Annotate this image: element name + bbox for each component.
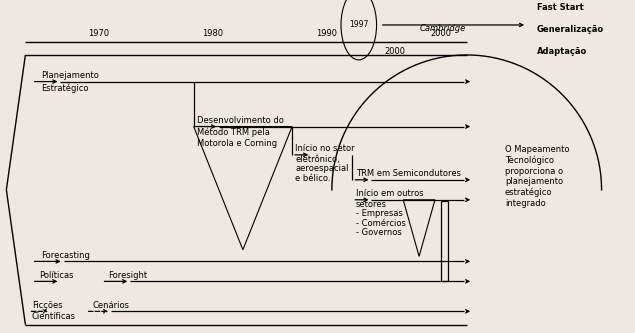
Text: Fast Start: Fast Start: [537, 3, 584, 12]
Text: Forecasting: Forecasting: [41, 251, 90, 260]
Text: aeroespacial: aeroespacial: [295, 165, 349, 173]
Text: eletrônico,: eletrônico,: [295, 155, 340, 164]
Text: setores: setores: [356, 200, 387, 209]
Text: e bélico.: e bélico.: [295, 174, 331, 183]
Text: Estratégico: Estratégico: [41, 83, 89, 93]
Text: 1980: 1980: [202, 29, 224, 38]
Text: 2000: 2000: [384, 47, 405, 56]
Text: Políticas: Políticas: [39, 271, 74, 280]
Text: Início no setor: Início no setor: [295, 144, 355, 153]
Text: 2000: 2000: [431, 29, 452, 38]
Text: TRM em Semicondutores: TRM em Semicondutores: [356, 169, 460, 178]
Text: Científicas: Científicas: [32, 312, 76, 321]
Text: - Comércios: - Comércios: [356, 219, 406, 228]
Text: Cenários: Cenários: [92, 301, 129, 310]
Text: 1970: 1970: [88, 29, 109, 38]
Text: 1990: 1990: [316, 29, 338, 38]
Text: Método TRM pela: Método TRM pela: [197, 127, 270, 137]
Text: Planejamento: Planejamento: [41, 71, 99, 80]
Text: Cambridge: Cambridge: [420, 24, 466, 33]
Text: Desenvolvimento do: Desenvolvimento do: [197, 116, 284, 125]
Text: O Mapeamento
Tecnológico
proporciona o
planejamento
estratégico
integrado: O Mapeamento Tecnológico proporciona o p…: [505, 146, 570, 207]
Text: Motorola e Corning: Motorola e Corning: [197, 139, 277, 148]
Text: 1997: 1997: [349, 20, 368, 30]
Text: Foresight: Foresight: [108, 271, 147, 280]
Text: Generalização: Generalização: [537, 25, 604, 34]
Text: Início em outros: Início em outros: [356, 189, 423, 198]
Text: Ficções: Ficções: [32, 301, 62, 310]
Text: - Governos: - Governos: [356, 228, 401, 237]
Text: - Empresas: - Empresas: [356, 209, 403, 218]
Text: Adaptação: Adaptação: [537, 47, 587, 56]
